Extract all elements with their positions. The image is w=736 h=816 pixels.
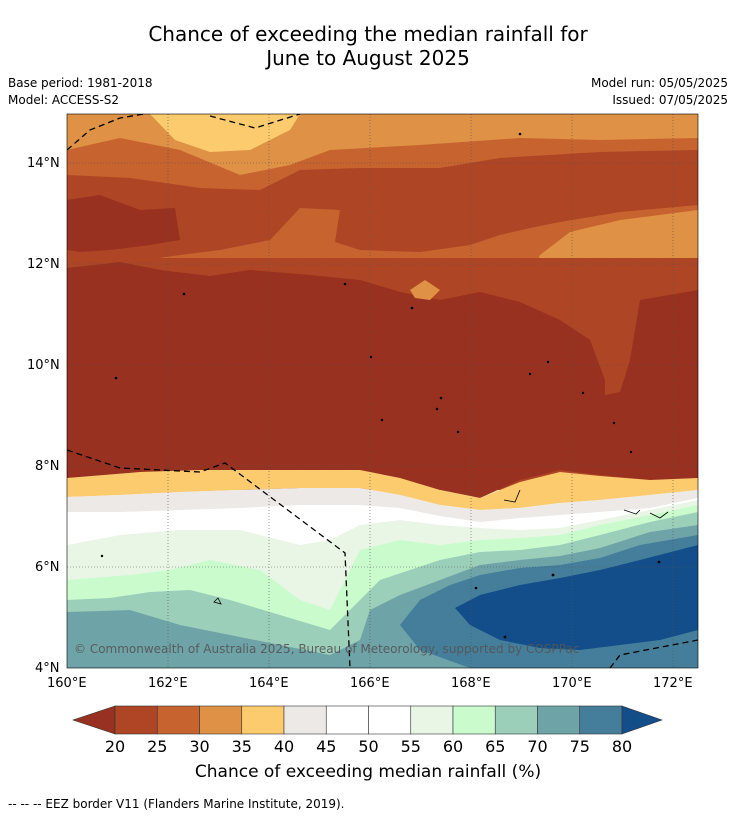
band-35-40 [67,470,698,510]
map-title-line2: June to August 2025 [266,46,470,70]
model-run-text: Model run: 05/05/2025 [590,76,728,90]
band-gt-85 [455,545,698,650]
colorbar-tick-label: 70 [527,737,547,756]
lat-label-14: 14°N [27,156,60,171]
colorbar-tick-label: 30 [189,737,209,756]
lon-label-166: 166°E [350,676,390,691]
model-text: Model: ACCESS-S2 [8,93,120,107]
colorbar-tick-label: 75 [570,737,590,756]
lon-label-164: 164°E [249,676,289,691]
lon-label-172: 172°E [653,676,693,691]
issued-text: Issued: 07/05/2025 [612,93,728,107]
colorbar-segment [452,705,496,735]
base-period-text: Base period: 1981-2018 [8,76,153,90]
light-patch-north [410,280,440,300]
colorbar-tick-label: 55 [401,737,421,756]
eez-footnote: -- -- -- EEZ border V11 (Flanders Marine… [8,797,345,811]
colorbar-segment [241,705,285,735]
colorbar-tick-label: 35 [232,737,252,756]
colorbar-tick-label: 80 [612,737,632,756]
lon-label-162: 162°E [148,676,188,691]
colorbar-segment [199,705,243,735]
colorbar-tick-label: 65 [485,737,505,756]
colorbar: 20 25 30 35 40 45 50 55 60 65 70 75 80 [72,705,663,756]
colorbar-tick-label: 25 [147,737,167,756]
band-35-40-north [150,114,300,152]
map-frame [66,113,699,669]
colorbar-segment [283,705,327,735]
islands [100,132,669,639]
colorbar-segment [325,705,369,735]
colorbar-tick-label: 45 [316,737,336,756]
copyright-text: © Commonwealth of Australia 2025, Bureau… [74,642,579,656]
eez-border [67,114,698,668]
colorbar-tick-label: 50 [358,737,378,756]
colorbar-segment [537,705,581,735]
lat-label-12: 12°N [27,257,60,272]
colorbar-low-arrow [72,705,116,735]
lat-label-10: 10°N [27,358,60,373]
lon-label-170: 170°E [552,676,592,691]
colorbar-high-arrow [621,705,663,735]
colorbar-label: Chance of exceeding median rainfall (%) [194,762,542,782]
lon-label-168: 168°E [451,676,491,691]
graticule [67,114,698,668]
band-20-25 [67,262,698,498]
lat-label-6: 6°N [35,560,60,575]
map-title-line1: Chance of exceeding the median rainfall … [148,22,588,46]
colorbar-segment [114,705,158,735]
colorbar-segment [368,705,412,735]
dry-core-north [67,195,180,252]
band-25-30 [67,150,698,262]
colorbar-segment [156,705,200,735]
lat-label-4: 4°N [35,661,60,676]
colorbar-tick-label: 40 [274,737,294,756]
colorbar-tick-label: 20 [105,737,125,756]
colorbar-segment [410,705,454,735]
colorbar-segment [579,705,623,735]
lat-label-8: 8°N [35,459,60,474]
colorbar-segment [494,705,538,735]
colorbar-tick-label: 60 [443,737,463,756]
lon-label-160: 160°E [47,676,87,691]
band-40-45 [67,488,698,522]
